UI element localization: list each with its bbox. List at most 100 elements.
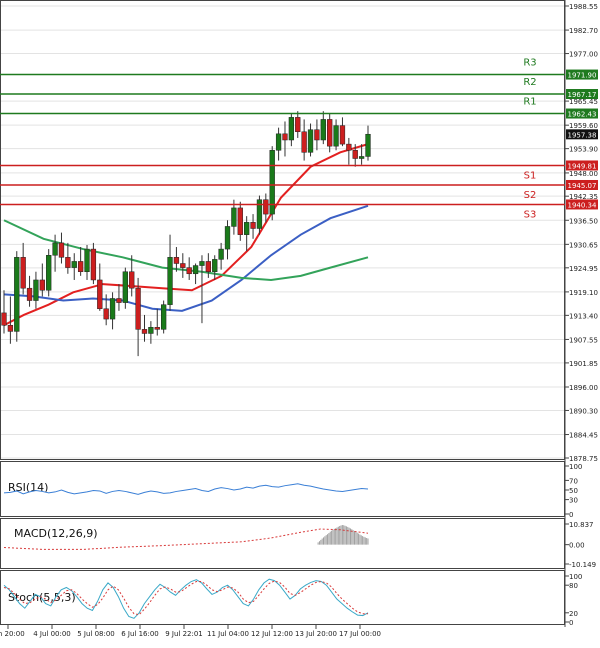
time-tick-label: 6 Jul 16:00 xyxy=(121,630,159,638)
level-price-tag xyxy=(566,108,598,119)
candle-body xyxy=(244,222,250,235)
macd-title: MACD(12,26,9) xyxy=(14,527,98,540)
macd-tick-label: 10.837 xyxy=(569,521,594,529)
ma-line-fast xyxy=(3,143,369,327)
candle-body xyxy=(333,125,339,147)
stoch-tick-label: 0 xyxy=(569,619,573,627)
candle-body xyxy=(180,263,186,268)
rsi-line xyxy=(3,483,369,495)
candle-body xyxy=(358,156,365,159)
price-axis: 1988.55 1982.70 1977.00 1965.45 1959.60 1953.… xyxy=(565,3,598,463)
time-tick-label: 12 Jul 12:00 xyxy=(251,630,293,638)
current-price-label: 1957.38 xyxy=(568,131,597,139)
candle-body xyxy=(129,271,135,289)
candle-body xyxy=(167,257,173,305)
price-panel-frame xyxy=(0,0,565,460)
candle-body xyxy=(282,133,288,141)
price-tick-label: 1924.95 xyxy=(569,265,598,273)
candle-body xyxy=(288,117,295,141)
level-price-label: 1945.07 xyxy=(568,182,597,190)
candle-body xyxy=(339,125,346,145)
price-tick-label: 1930.65 xyxy=(569,241,598,249)
price-tick-label: 1988.55 xyxy=(569,3,598,11)
macd-panel-frame xyxy=(0,518,565,569)
price-tick-label: 1953.90 xyxy=(569,146,598,154)
candle-body xyxy=(275,133,282,151)
price-tick-label: 1919.10 xyxy=(569,289,598,297)
candle-body xyxy=(365,133,371,157)
rsi-tick-label: 0 xyxy=(569,511,573,519)
candle-body xyxy=(109,298,116,320)
stoch-tick-label: 100 xyxy=(569,573,582,581)
stoch-line-main xyxy=(3,578,369,619)
candle-body xyxy=(33,279,39,301)
candle-body xyxy=(218,248,224,260)
macd-tick-label: -10.149 xyxy=(569,561,596,569)
candle-body xyxy=(263,199,269,215)
time-tick-label: 5 Jul 08:00 xyxy=(77,630,115,638)
price-tick-label: 1936.50 xyxy=(569,217,598,225)
level-price-label: 1949.81 xyxy=(568,162,597,170)
candle-body xyxy=(250,222,256,229)
time-tick-label: Jun 20:00 xyxy=(0,630,25,638)
price-tick-label: 1890.30 xyxy=(569,407,598,415)
candle-body xyxy=(301,131,307,153)
candle-body xyxy=(141,329,148,334)
stoch-panel-frame xyxy=(0,570,565,625)
candle-body xyxy=(237,207,243,235)
candle-body xyxy=(295,117,301,133)
time-axis: Jun 20:00 4 Jul 00:00 5 Jul 08:00 6 Jul 16:… xyxy=(0,625,381,638)
candle-body xyxy=(205,261,212,272)
candle-body xyxy=(20,257,26,289)
level-name-R1: R1 xyxy=(523,97,536,108)
level-price-label: 1971.90 xyxy=(568,72,597,80)
level-name-S1: S1 xyxy=(524,170,537,181)
time-tick-label: 17 Jul 00:00 xyxy=(339,630,381,638)
stoch-tick-label: 80 xyxy=(569,582,578,590)
candle-body xyxy=(154,327,160,330)
candle-body xyxy=(7,324,14,332)
time-tick-label: 11 Jul 04:00 xyxy=(207,630,249,638)
candle-body xyxy=(256,199,263,229)
level-name-S3: S3 xyxy=(524,209,537,220)
candle-body xyxy=(199,261,205,266)
candle-body xyxy=(103,308,109,320)
level-price-tag xyxy=(566,89,598,100)
candle-body xyxy=(52,242,58,256)
level-name-S2: S2 xyxy=(524,190,537,201)
candle-body xyxy=(314,129,320,141)
candle-body xyxy=(46,255,52,291)
current-price-tag xyxy=(566,129,598,140)
candle-body xyxy=(122,271,128,303)
candle-body xyxy=(14,257,20,332)
candle-body xyxy=(307,129,314,153)
candle-body xyxy=(186,267,192,275)
price-tick-label: 1965.45 xyxy=(569,98,598,106)
macd-indicator: MACD(12,26,9) 10.837 0.00 -10.149 xyxy=(3,521,596,569)
stoch-tick-label: 20 xyxy=(569,610,578,618)
time-tick-label: 13 Jul 20:00 xyxy=(295,630,337,638)
candle-body xyxy=(327,119,333,147)
level-price-label: 1967.17 xyxy=(568,91,597,99)
candle-body xyxy=(97,279,103,310)
candle-body xyxy=(65,257,71,268)
candle-body xyxy=(352,150,358,159)
level-price-tag xyxy=(566,69,598,80)
candle-body xyxy=(346,143,352,151)
price-tick-label: 1942.35 xyxy=(569,193,598,201)
candle-body xyxy=(212,259,218,272)
price-tick-label: 1884.45 xyxy=(569,432,598,440)
rsi-tick-label: 50 xyxy=(569,487,578,495)
time-tick-label: 4 Jul 00:00 xyxy=(33,630,71,638)
candle-body xyxy=(84,248,90,272)
rsi-tick-label: 70 xyxy=(569,477,578,485)
candle-body xyxy=(173,257,180,264)
price-tick-label: 1959.60 xyxy=(569,122,598,130)
rsi-tick-label: 100 xyxy=(569,463,582,471)
level-price-label: 1962.43 xyxy=(568,111,597,119)
macd-signal-line xyxy=(3,528,369,550)
